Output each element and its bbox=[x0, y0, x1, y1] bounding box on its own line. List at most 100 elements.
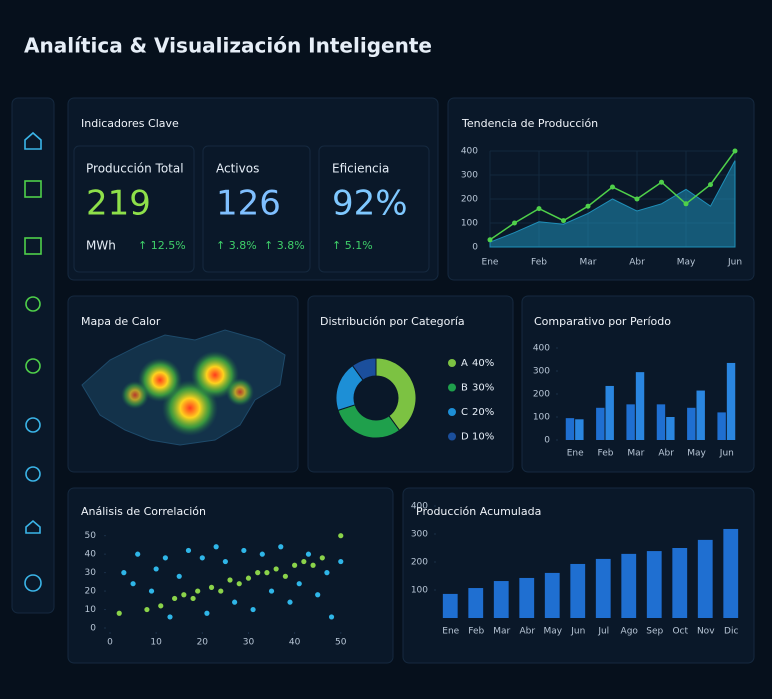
x-tick-label: Feb bbox=[468, 627, 484, 637]
point bbox=[236, 581, 242, 587]
bar bbox=[442, 593, 458, 618]
bar bbox=[723, 528, 739, 618]
kpi-label: Producción Total bbox=[86, 162, 184, 176]
x-tick-label: Feb bbox=[598, 449, 614, 459]
point bbox=[338, 533, 344, 539]
legend-value: 40% bbox=[472, 358, 494, 369]
x-tick-label: Oct bbox=[672, 627, 688, 637]
bar bbox=[596, 407, 605, 440]
point bbox=[245, 575, 252, 581]
legend-value: 30% bbox=[472, 383, 494, 394]
bar bbox=[646, 551, 662, 618]
y-tick-label: 0 bbox=[472, 243, 478, 253]
bar bbox=[621, 553, 637, 618]
legend-label: B bbox=[461, 383, 468, 394]
y-tick-label: 10 bbox=[85, 605, 97, 615]
donut-segment bbox=[375, 357, 417, 432]
kpi-value: 126 bbox=[216, 184, 281, 224]
point bbox=[278, 544, 284, 550]
bar bbox=[575, 419, 584, 440]
x-tick-label: May bbox=[543, 627, 562, 637]
point bbox=[130, 581, 136, 587]
legend-swatch bbox=[448, 432, 456, 441]
y-tick-label: 400 bbox=[411, 502, 428, 512]
x-tick-label: Dic bbox=[724, 627, 738, 637]
x-tick-label: 40 bbox=[289, 638, 301, 648]
point bbox=[634, 196, 640, 202]
point bbox=[255, 570, 261, 576]
bar bbox=[570, 563, 586, 618]
kpi-label: Activos bbox=[216, 162, 259, 176]
heatmap bbox=[81, 329, 286, 446]
point bbox=[162, 555, 168, 561]
x-tick-label: Abr bbox=[519, 627, 535, 637]
x-tick-label: Mar bbox=[493, 627, 510, 637]
bar bbox=[493, 581, 509, 618]
x-tick-label: Sep bbox=[646, 627, 663, 637]
x-tick-label: Jul bbox=[597, 627, 609, 637]
point bbox=[487, 237, 493, 243]
legend-swatch bbox=[448, 383, 456, 392]
y-tick-label: 300 bbox=[461, 171, 478, 181]
sidebar bbox=[11, 97, 55, 614]
bar bbox=[635, 372, 645, 440]
point bbox=[241, 547, 247, 554]
point bbox=[301, 558, 307, 565]
x-tick-label: Ene bbox=[567, 449, 584, 459]
bar bbox=[626, 404, 635, 440]
page-title: Analítica & Visualización Inteligente bbox=[24, 34, 432, 58]
bar bbox=[666, 417, 675, 440]
bar bbox=[605, 385, 614, 440]
y-tick-label: 200 bbox=[411, 558, 428, 568]
point bbox=[213, 544, 219, 550]
point bbox=[282, 573, 288, 579]
kpi-change: ↑ 3.8% bbox=[264, 239, 305, 252]
point bbox=[315, 592, 321, 598]
point bbox=[708, 182, 713, 188]
point bbox=[185, 547, 192, 554]
kpi-label: Eficiencia bbox=[332, 162, 389, 176]
bar bbox=[726, 362, 736, 440]
point bbox=[287, 599, 293, 605]
panel-title: Comparativo por Período bbox=[534, 315, 671, 328]
point bbox=[561, 218, 566, 224]
point bbox=[181, 592, 187, 598]
point bbox=[167, 614, 173, 620]
x-tick-label: Mar bbox=[580, 258, 597, 268]
point bbox=[204, 610, 210, 616]
point bbox=[218, 588, 224, 594]
x-tick-label: 0 bbox=[107, 638, 113, 648]
bar bbox=[672, 548, 688, 618]
bar bbox=[696, 390, 705, 440]
point bbox=[610, 184, 615, 190]
y-tick-label: 20 bbox=[85, 587, 97, 597]
y-tick-label: 100 bbox=[411, 586, 428, 596]
y-tick-label: 40 bbox=[85, 550, 97, 560]
x-tick-label: Jun bbox=[719, 449, 734, 459]
legend-swatch bbox=[448, 359, 456, 367]
legend-value: 10% bbox=[472, 432, 494, 443]
legend-label: C bbox=[461, 407, 468, 418]
x-tick-label: Abr bbox=[629, 258, 645, 268]
bar bbox=[697, 539, 713, 618]
legend-label: A bbox=[461, 358, 468, 369]
x-tick-label: May bbox=[687, 449, 706, 459]
point bbox=[338, 558, 344, 565]
y-tick-label: 100 bbox=[461, 219, 478, 229]
point bbox=[208, 584, 215, 590]
panel-title: Producción Acumulada bbox=[416, 505, 541, 518]
x-tick-label: Jun bbox=[570, 627, 585, 637]
point bbox=[319, 555, 325, 561]
y-tick-label: 100 bbox=[533, 413, 550, 423]
point bbox=[259, 551, 265, 557]
bar bbox=[717, 412, 726, 440]
point bbox=[121, 570, 127, 576]
bar bbox=[656, 404, 666, 440]
bar bbox=[544, 572, 560, 618]
point bbox=[135, 551, 141, 557]
point bbox=[250, 606, 256, 613]
y-tick-label: 50 bbox=[85, 531, 97, 541]
y-tick-label: 300 bbox=[411, 530, 428, 540]
bar bbox=[687, 407, 696, 440]
